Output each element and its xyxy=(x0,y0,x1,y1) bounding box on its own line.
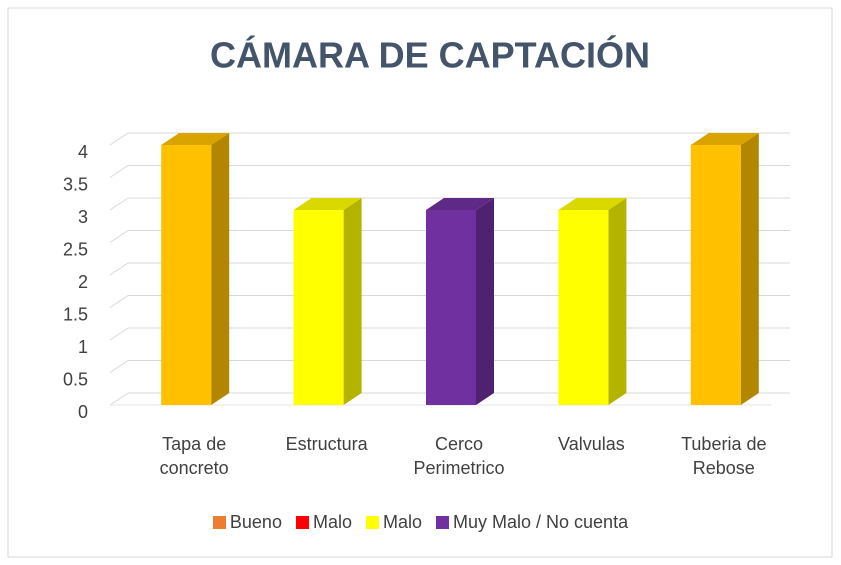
legend-item: Malo xyxy=(295,512,352,533)
x-tick-label: Tuberia de Rebose xyxy=(681,434,767,478)
y-tick-label: 3.5 xyxy=(63,174,88,194)
bar-side xyxy=(608,198,627,405)
legend-swatch xyxy=(295,516,309,529)
y-tick-label: 1 xyxy=(78,337,88,357)
grid-line-side xyxy=(109,327,129,341)
legend-swatch xyxy=(436,516,449,529)
bar xyxy=(161,145,212,405)
x-tick-label: Valvulas xyxy=(558,434,625,454)
bar xyxy=(558,210,609,405)
y-tick-label: 2.5 xyxy=(63,239,88,259)
bar xyxy=(293,210,344,405)
bar-top xyxy=(558,198,627,210)
grid-line-side xyxy=(109,295,129,308)
x-tick-label: Estructura xyxy=(285,434,368,454)
y-tick-label: 4 xyxy=(78,142,88,162)
x-tick-label: Cerco Perimetrico xyxy=(413,434,505,478)
y-tick-label: 0.5 xyxy=(63,369,88,389)
x-tick-label: Tapa de concreto xyxy=(159,434,229,478)
grid-line-side xyxy=(109,132,129,146)
grid-line-side xyxy=(109,360,129,373)
grid-line-side xyxy=(109,392,129,406)
bar-side xyxy=(740,133,759,405)
legend-item: Muy Malo / No cuenta xyxy=(436,512,628,533)
bar-top xyxy=(426,198,494,210)
bar-side xyxy=(211,133,230,405)
y-tick-label: 3 xyxy=(78,207,88,227)
y-tick-label: 1.5 xyxy=(63,304,88,324)
bar-side xyxy=(343,198,362,405)
legend-swatch xyxy=(365,516,379,529)
y-tick-label: 2 xyxy=(78,272,88,292)
grid-line-side xyxy=(109,262,129,276)
grid-line-side xyxy=(109,197,129,211)
bar-top xyxy=(690,133,759,145)
grid-line-side xyxy=(109,165,129,178)
y-tick-label: 0 xyxy=(78,402,88,422)
bar-side xyxy=(476,198,494,405)
bar-top xyxy=(293,198,362,210)
legend-item: Bueno xyxy=(212,512,282,533)
legend: Bueno Malo Malo Muy Malo / No cuenta xyxy=(0,512,841,533)
bar-top xyxy=(161,133,230,145)
chart-title: CÁMARA DE CAPTACIÓN xyxy=(210,34,650,76)
bar xyxy=(690,145,741,405)
legend-label: Malo xyxy=(312,512,352,532)
legend-swatch xyxy=(212,516,226,529)
grid-line-side xyxy=(109,230,129,243)
legend-label: Bueno xyxy=(229,512,282,532)
legend-label: Muy Malo / No cuenta xyxy=(453,512,629,532)
legend-item: Malo xyxy=(365,512,422,533)
legend-label: Malo xyxy=(382,512,422,532)
bar xyxy=(426,210,476,405)
